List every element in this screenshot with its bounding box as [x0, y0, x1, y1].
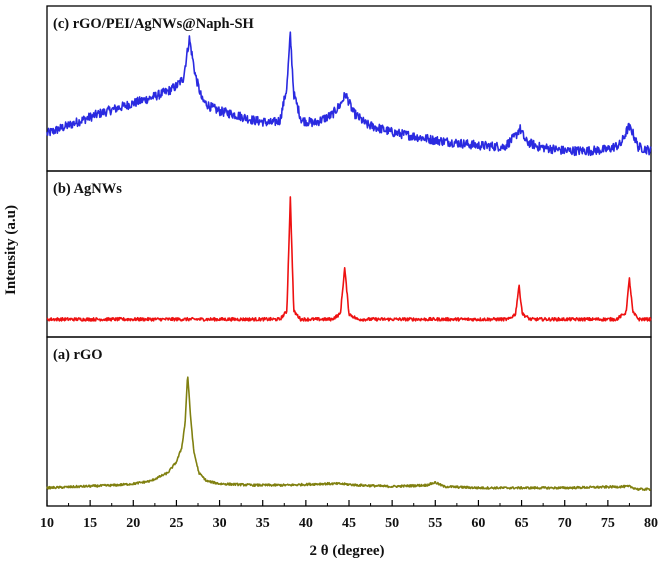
y-axis-label: Intensity (a.u)	[3, 205, 19, 295]
x-axis-label: 2 θ (degree)	[309, 543, 384, 559]
panel-label: (c) rGO/PEI/AgNWs@Naph-SH	[53, 16, 255, 32]
panel-3: (a) rGO	[46, 336, 652, 507]
x-tick-label: 55	[428, 516, 442, 531]
x-tick-label: 35	[256, 516, 270, 531]
x-tick-label: 75	[601, 516, 615, 531]
x-tick-label: 80	[644, 516, 658, 531]
chart-panels: (c) rGO/PEI/AgNWs@Naph-SH (b) AgNWs (a) rG…	[46, 5, 652, 507]
x-tick-label: 45	[342, 516, 356, 531]
x-tick-label: 70	[558, 516, 572, 531]
x-tick-label: 30	[213, 516, 227, 531]
x-tick-label: 60	[471, 516, 485, 531]
x-tick-label: 40	[299, 516, 313, 531]
x-axis: 10 15 20 25 30 35 40 45 50 55 60 65 70 75 80	[40, 500, 658, 531]
panel-1: (c) rGO/PEI/AgNWs@Naph-SH	[46, 5, 652, 172]
series-line	[46, 31, 652, 157]
x-tick-label: 65	[515, 516, 529, 531]
series-line	[46, 196, 652, 322]
series-line	[46, 376, 652, 492]
x-tick-label: 50	[385, 516, 399, 531]
panel-2: (b) AgNWs	[46, 170, 652, 338]
panel-frame	[46, 336, 652, 507]
x-tick-label: 25	[169, 516, 183, 531]
x-tick-label: 15	[83, 516, 97, 531]
panel-label: (a) rGO	[53, 347, 103, 363]
x-tick-label: 10	[40, 516, 54, 531]
panel-label: (b) AgNWs	[53, 181, 122, 197]
x-tick-label: 20	[126, 516, 140, 531]
